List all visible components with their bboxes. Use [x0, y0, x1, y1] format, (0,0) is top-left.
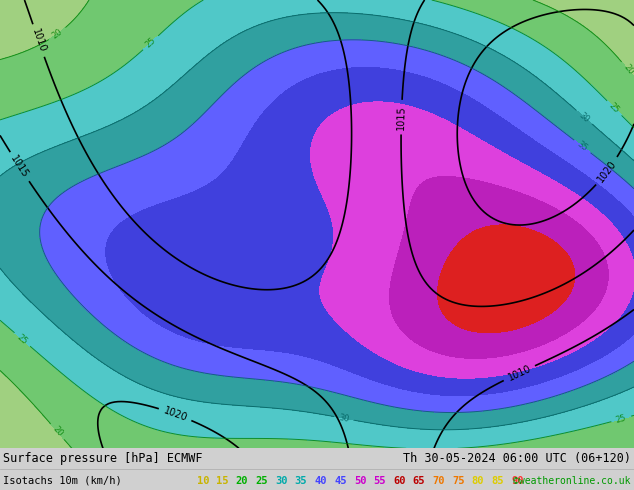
Text: 75: 75	[452, 476, 465, 486]
Text: Isotachs 10m (km/h): Isotachs 10m (km/h)	[3, 476, 134, 486]
Text: 1010: 1010	[30, 27, 48, 54]
Text: 20: 20	[621, 63, 634, 77]
Text: 35: 35	[576, 140, 589, 153]
Text: 30: 30	[275, 476, 288, 486]
Text: 1015: 1015	[396, 105, 407, 130]
Text: 10: 10	[197, 476, 209, 486]
Text: 50: 50	[354, 476, 366, 486]
Text: 80: 80	[472, 476, 484, 486]
Text: 1010: 1010	[506, 363, 533, 383]
Text: 20: 20	[236, 476, 249, 486]
Text: 25: 25	[144, 36, 158, 49]
Text: 70: 70	[432, 476, 445, 486]
Text: 25: 25	[256, 476, 268, 486]
Text: 30: 30	[338, 413, 350, 424]
Text: 85: 85	[491, 476, 504, 486]
Text: 15: 15	[216, 476, 229, 486]
Text: 1015: 1015	[9, 154, 30, 180]
Text: 30: 30	[577, 110, 591, 124]
Text: 60: 60	[393, 476, 406, 486]
Text: Surface pressure [hPa] ECMWF: Surface pressure [hPa] ECMWF	[3, 452, 203, 466]
Text: 65: 65	[413, 476, 425, 486]
Text: 25: 25	[607, 101, 621, 115]
Text: 55: 55	[373, 476, 386, 486]
Text: 45: 45	[334, 476, 347, 486]
Text: 90: 90	[511, 476, 524, 486]
Text: 20: 20	[51, 27, 64, 41]
Text: 1020: 1020	[162, 405, 188, 423]
Text: 40: 40	[314, 476, 327, 486]
Text: ©weatheronline.co.uk: ©weatheronline.co.uk	[514, 476, 631, 486]
Text: 35: 35	[295, 476, 307, 486]
Text: 1020: 1020	[596, 158, 619, 184]
Text: 20: 20	[51, 425, 64, 439]
Text: 25: 25	[615, 413, 628, 425]
Text: 25: 25	[15, 333, 29, 346]
Text: Th 30-05-2024 06:00 UTC (06+120): Th 30-05-2024 06:00 UTC (06+120)	[403, 452, 631, 466]
FancyBboxPatch shape	[0, 0, 634, 448]
